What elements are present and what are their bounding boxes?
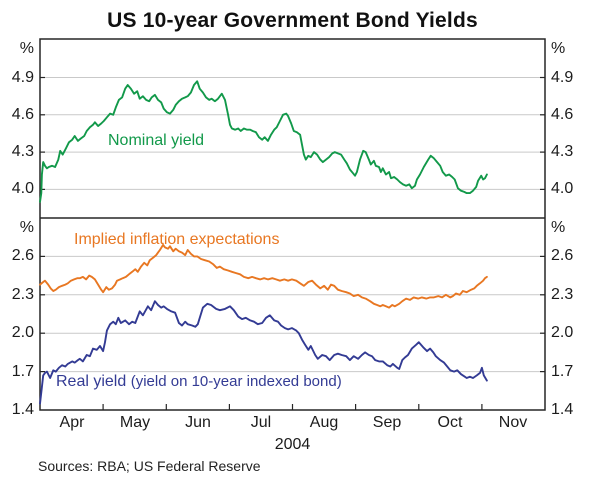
y-axis-label-left: 4.9 bbox=[11, 68, 34, 86]
y-axis-label-right: 1.4 bbox=[551, 401, 574, 418]
sources-note: Sources: RBA; US Federal Reserve bbox=[38, 458, 261, 474]
y-axis-label-left: 4.3 bbox=[11, 143, 34, 161]
y-axis-unit-right: % bbox=[551, 40, 566, 57]
plot-frame bbox=[39, 38, 546, 411]
series-implied-inflation-expectations bbox=[39, 243, 488, 309]
real-yield-label: Real yield (yield on 10-year indexed bon… bbox=[56, 373, 342, 391]
y-axis-label-right: 2.6 bbox=[551, 247, 574, 265]
x-axis-year-label: 2004 bbox=[274, 436, 311, 453]
x-axis-month-label: Aug bbox=[309, 414, 339, 431]
x-axis-month-label: May bbox=[119, 414, 151, 431]
y-axis-label-right: 4.3 bbox=[551, 143, 574, 161]
y-axis-label-right: 4.0 bbox=[551, 180, 574, 198]
inflation-expectations-label: Implied inflation expectations bbox=[74, 231, 280, 248]
y-axis-label-left: 1.4 bbox=[11, 401, 34, 418]
y-axis-label-left: 1.7 bbox=[11, 362, 34, 380]
y-axis-unit-left: % bbox=[19, 219, 34, 236]
series-real-yield-yield-on-10-year-indexed-bond bbox=[39, 300, 488, 405]
y-axis-label-left: 2.3 bbox=[11, 285, 34, 303]
y-axis-label-right: 2.0 bbox=[551, 324, 574, 342]
nominal-yield-label: Nominal yield bbox=[108, 132, 205, 149]
y-axis-label-right: 1.7 bbox=[551, 362, 574, 380]
y-axis-label-left: 4.0 bbox=[11, 180, 34, 198]
y-axis-label-left: 2.6 bbox=[11, 247, 34, 265]
x-axis-month-label: Oct bbox=[437, 414, 463, 431]
x-axis-month-label: Jul bbox=[250, 414, 272, 431]
real-yield-label-paren: (yield on 10-year indexed bond) bbox=[130, 373, 342, 390]
y-axis-unit-right: % bbox=[551, 219, 566, 236]
y-axis-label-right: 4.9 bbox=[551, 68, 574, 86]
series-nominal-yield bbox=[39, 80, 488, 203]
x-axis-month-label: Sep bbox=[372, 414, 402, 431]
y-axis-label-left: 4.6 bbox=[11, 105, 34, 123]
y-axis-label-right: 4.6 bbox=[551, 105, 574, 123]
x-axis-month-label: Apr bbox=[59, 414, 85, 431]
y-axis-label-left: 2.0 bbox=[11, 324, 34, 342]
y-axis-unit-left: % bbox=[19, 40, 34, 57]
x-axis-month-label: Jun bbox=[185, 414, 211, 431]
x-axis-month-label: Nov bbox=[498, 414, 528, 431]
chart-title: US 10-year Government Bond Yields bbox=[107, 9, 478, 32]
real-yield-label-main: Real yield bbox=[56, 373, 127, 390]
y-axis-label-right: 2.3 bbox=[551, 285, 574, 303]
